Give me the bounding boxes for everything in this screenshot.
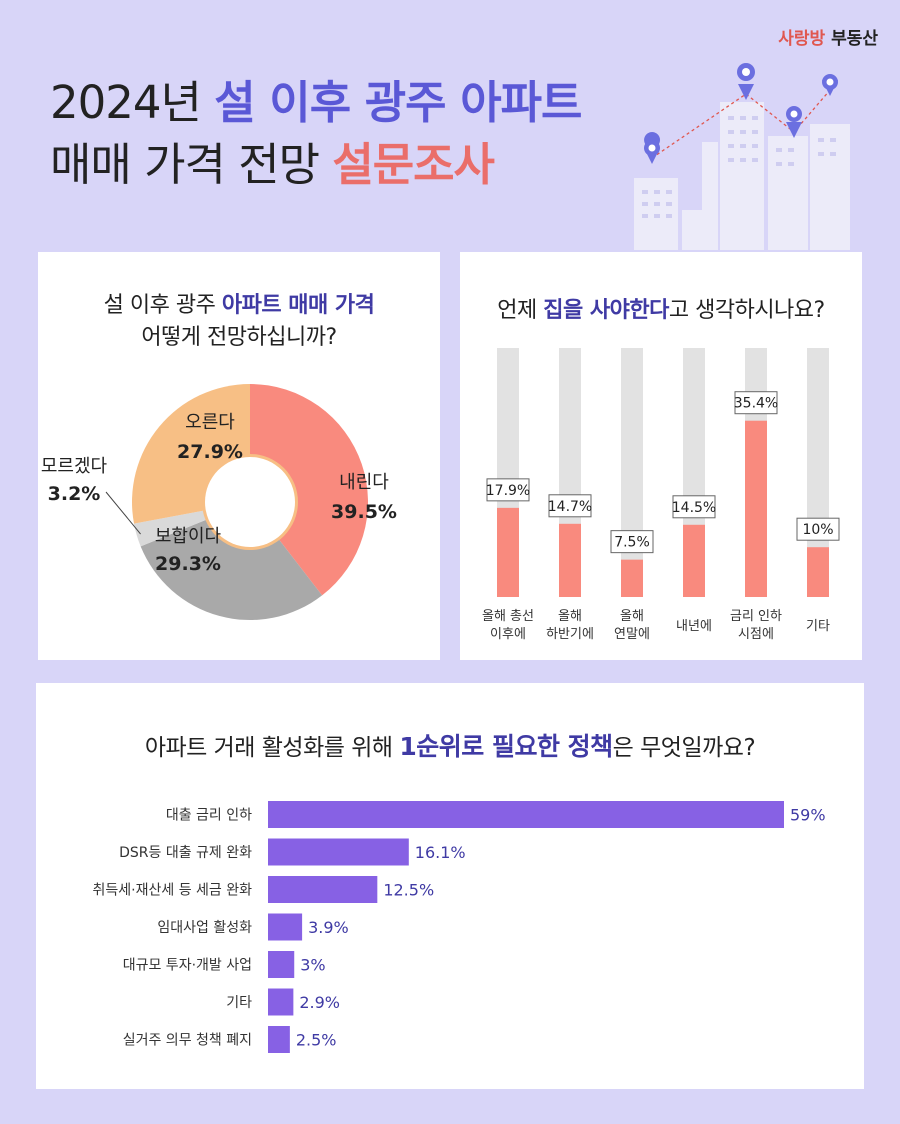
bar-category-label: 내년에 bbox=[676, 619, 712, 634]
hbar-category-label: 기타 bbox=[226, 995, 252, 1011]
hbar-category-label: 임대사업 활성화 bbox=[157, 920, 252, 936]
pie-question-part: 설 이후 광주 bbox=[103, 293, 222, 318]
hbar-category-label: 실거주 의무 청책 폐지 bbox=[123, 1033, 252, 1049]
hbar-question-part-2: 은 무엇일까요? bbox=[612, 735, 756, 761]
hbar bbox=[268, 913, 303, 941]
hbar-value-label: 3.9% bbox=[308, 918, 349, 937]
bar-question-part: 언제 bbox=[497, 298, 544, 323]
hbar-question-highlight: 1순위로 필요한 정책 bbox=[399, 732, 613, 761]
pie-slice-value: 27.9% bbox=[177, 441, 243, 463]
bar bbox=[745, 420, 767, 597]
bar-value-box bbox=[486, 478, 530, 502]
horizontal-bar-chart: 대출 금리 인하 59% DSR등 대출 규제 완화 16.1% 취득세·재산세 등 세… bbox=[93, 801, 826, 1053]
hbar-category-label: 취득세·재산세 등 세금 완화 bbox=[93, 883, 253, 899]
hbar-value-label: 59% bbox=[790, 806, 826, 825]
pie-question: 설 이후 광주 아파트 매매 가격 어떻게 전망하십니까? bbox=[38, 290, 440, 354]
buildings-illustration bbox=[634, 63, 850, 250]
bar-value-box bbox=[672, 495, 716, 519]
pie-slice-value: 39.5% bbox=[331, 501, 397, 523]
bar-question-part-2: 고 생각하시나요? bbox=[668, 298, 825, 323]
pie-slice-label: 내린다 bbox=[339, 472, 389, 493]
pie-slice-label: 모르겠다 bbox=[41, 456, 108, 477]
hbar-question: 아파트 거래 활성화를 위해 1순위로 필요한 정책은 무엇일까요? bbox=[36, 727, 864, 763]
pie-slice-label: 오른다 bbox=[185, 412, 235, 433]
brand-part2: 부동산 bbox=[831, 29, 878, 49]
title-line-2: 매매 가격 전망 설문조사 bbox=[50, 134, 581, 196]
title-plain: 매매 가격 전망 bbox=[50, 138, 333, 191]
title-highlight-blue: 설 이후 광주 아파트 bbox=[214, 76, 582, 129]
hbar bbox=[268, 838, 409, 866]
hbar-value-label: 2.9% bbox=[299, 993, 340, 1012]
bar-value-label: 14.5% bbox=[672, 500, 716, 516]
bar bbox=[621, 559, 643, 597]
hbar-category-label: 대규모 투자·개발 사업 bbox=[123, 958, 252, 974]
bar bbox=[559, 523, 581, 597]
bar-value-label: 17.9% bbox=[486, 483, 530, 499]
pie-slice bbox=[250, 384, 368, 596]
pie-slice-value: 29.3% bbox=[155, 553, 221, 575]
hbar bbox=[268, 876, 378, 903]
bar-value-label: 10% bbox=[802, 522, 833, 538]
horizontal-bar-chart-card: 아파트 거래 활성화를 위해 1순위로 필요한 정책은 무엇일까요? 대출 금리… bbox=[36, 683, 864, 1089]
bar-category-label: 하반기에 bbox=[546, 627, 594, 642]
hbar-question-part: 아파트 거래 활성화를 위해 bbox=[144, 735, 400, 761]
donut-chart: 내린다 39.5% 보합이다 29.3% 모르겠다 3.2% 오른다 27.9% bbox=[41, 384, 397, 620]
pie-chart-card: 설 이후 광주 아파트 매매 가격 어떻게 전망하십니까? 내린다 39.5% 보합… bbox=[38, 252, 440, 660]
hbar-value-label: 2.5% bbox=[296, 1031, 337, 1050]
hbar-value-label: 12.5% bbox=[383, 881, 434, 900]
pie-slice-value: 3.2% bbox=[48, 483, 101, 505]
bar-category-label: 올해 bbox=[558, 609, 582, 624]
bar-category-label: 연말에 bbox=[614, 627, 650, 642]
bar-question-highlight: 집을 사야한다 bbox=[543, 298, 669, 323]
hbar bbox=[268, 1026, 290, 1053]
pie-question-highlight: 아파트 매매 가격 bbox=[221, 293, 375, 318]
hbar-value-label: 3% bbox=[300, 956, 325, 975]
pie-leader-line bbox=[105, 491, 141, 535]
bar bbox=[807, 547, 829, 597]
hbar-category-label: DSR등 대출 규제 완화 bbox=[119, 845, 252, 861]
bar-value-label: 14.7% bbox=[548, 499, 592, 515]
donut-hole bbox=[205, 457, 295, 547]
bar-category-label: 올해 bbox=[620, 609, 644, 624]
pie-slice bbox=[140, 502, 323, 620]
bar-question: 언제 집을 사야한다고 생각하시나요? bbox=[460, 292, 862, 324]
bar-value-label: 35.4% bbox=[734, 396, 778, 412]
brand-part1: 사랑방 bbox=[778, 29, 826, 49]
bar-value-box bbox=[734, 391, 778, 415]
hbar bbox=[268, 988, 294, 1016]
bar-value-box bbox=[610, 530, 654, 554]
bar-category-label: 시점에 bbox=[738, 627, 774, 642]
bar-category-label: 금리 인하 bbox=[730, 609, 782, 624]
bar-category-label: 올해 총선 bbox=[482, 609, 534, 624]
bar-value-label: 7.5% bbox=[614, 535, 650, 551]
bar-category-label: 기타 bbox=[806, 619, 830, 634]
hbar-category-label: 대출 금리 인하 bbox=[166, 808, 252, 824]
title-line-1: 2024년 설 이후 광주 아파트 bbox=[50, 72, 582, 134]
pie-question-part-2: 어떻게 전망하십니까? bbox=[141, 325, 337, 350]
brand-logo: 사랑방 부동산 bbox=[778, 24, 878, 49]
pie-slice-label: 보합이다 bbox=[155, 526, 222, 547]
bar-category-label: 이후에 bbox=[490, 627, 526, 642]
hbar-value-label: 16.1% bbox=[415, 843, 466, 862]
page-title: 2024년 설 이후 광주 아파트 매매 가격 전망 설문조사 bbox=[50, 72, 582, 196]
title-year: 2024년 bbox=[50, 76, 215, 129]
bar-value-box bbox=[548, 494, 592, 518]
bar bbox=[683, 524, 705, 597]
bar bbox=[497, 507, 519, 597]
title-highlight-red: 설문조사 bbox=[332, 138, 495, 191]
hbar bbox=[268, 801, 784, 828]
hbar bbox=[268, 951, 295, 978]
bar-value-box bbox=[796, 517, 840, 541]
